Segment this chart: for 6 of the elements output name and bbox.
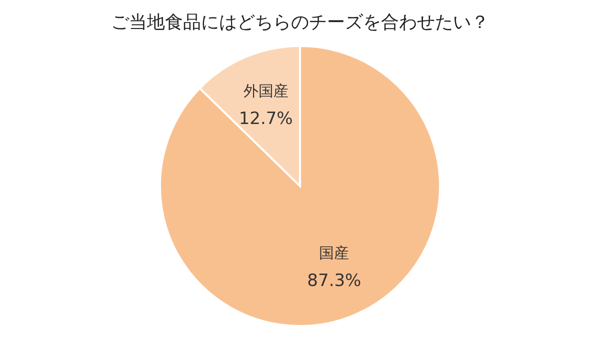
data-label: 87.3%: [307, 271, 362, 292]
pie-slice: [159, 45, 441, 327]
slice-label: 外国産: [243, 82, 288, 100]
chart-title: ご当地食品にはどちらのチーズを合わせたい？: [111, 12, 489, 33]
slice-label: 国産: [319, 244, 350, 262]
data-label: 12.7%: [238, 108, 293, 129]
